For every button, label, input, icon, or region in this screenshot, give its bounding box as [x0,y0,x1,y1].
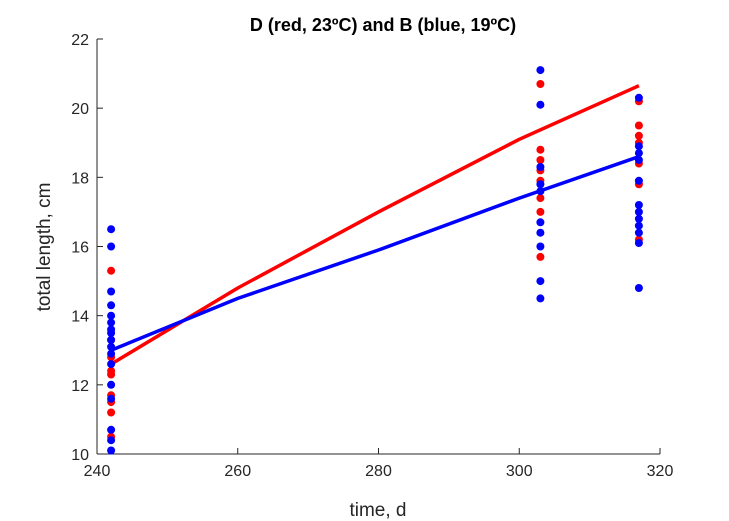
data-point-series-0 [536,145,545,154]
data-point-series-0 [536,207,545,216]
x-tick-label: 300 [506,463,533,480]
data-point-series-1 [536,218,545,227]
x-tick-label: 280 [365,463,392,480]
fit-line-series-0 [110,84,640,366]
fit-line-series-1 [110,154,640,352]
data-point-series-1 [634,156,643,164]
data-point-series-1 [536,66,545,75]
data-point-series-0 [107,408,116,417]
data-point-series-0 [536,194,545,203]
data-point-series-1 [634,221,643,230]
data-point-series-1 [536,163,545,171]
data-point-series-1 [107,301,116,310]
data-point-series-1 [634,228,643,237]
data-point-series-1 [536,294,545,303]
y-tick-label: 20 [71,101,89,118]
y-tick-label: 14 [71,309,89,326]
data-points [107,66,643,455]
data-point-series-1 [536,277,545,286]
data-point-series-1 [107,329,116,337]
data-point-series-1 [107,311,116,320]
data-point-series-1 [107,287,116,296]
data-point-series-1 [107,360,116,369]
x-axis-label: time, d [349,500,406,521]
data-point-series-1 [536,187,545,196]
data-point-series-1 [536,100,545,109]
data-point-series-1 [107,242,116,251]
y-tick-label: 10 [71,447,89,464]
data-point-series-1 [634,149,643,158]
data-point-series-1 [634,207,643,216]
data-point-series-1 [634,176,643,185]
data-point-series-1 [634,239,643,247]
y-tick-label: 16 [71,240,89,257]
tick-labels: 240 260 280 300 320 10 12 14 16 18 20 22 [71,32,673,480]
data-point-series-0 [536,80,545,88]
data-point-series-1 [107,436,116,445]
data-point-series-1 [536,242,545,251]
data-point-series-1 [107,425,116,434]
axes [96,38,661,455]
data-point-series-1 [634,214,643,223]
data-point-series-0 [634,121,643,130]
chart-title: D (red, 23ºC) and B (blue, 19ºC) [250,15,516,35]
data-point-series-1 [107,225,116,234]
data-point-series-1 [107,394,116,403]
y-tick-label: 22 [71,32,89,49]
data-point-series-1 [107,335,116,344]
data-point-series-1 [107,380,116,389]
y-tick-label: 18 [71,170,89,187]
data-point-series-0 [107,370,116,379]
data-point-series-1 [536,180,545,189]
x-tick-label: 320 [647,463,674,480]
x-tick-label: 260 [224,463,251,480]
data-point-series-1 [536,228,545,237]
data-point-series-1 [107,349,116,358]
data-point-series-0 [536,252,545,261]
data-point-series-1 [634,201,643,209]
data-point-series-1 [107,446,116,455]
data-point-series-0 [634,131,643,140]
data-point-series-0 [536,156,545,164]
data-point-series-1 [634,142,643,151]
data-point-series-1 [107,318,116,327]
y-axis-label: total length, cm [34,183,55,312]
data-point-series-0 [107,266,116,275]
x-tick-label: 240 [84,463,111,480]
data-point-series-1 [107,342,116,351]
fit-lines [110,84,640,366]
y-tick-label: 12 [71,378,89,395]
data-point-series-1 [634,284,643,292]
data-point-series-1 [634,93,643,102]
